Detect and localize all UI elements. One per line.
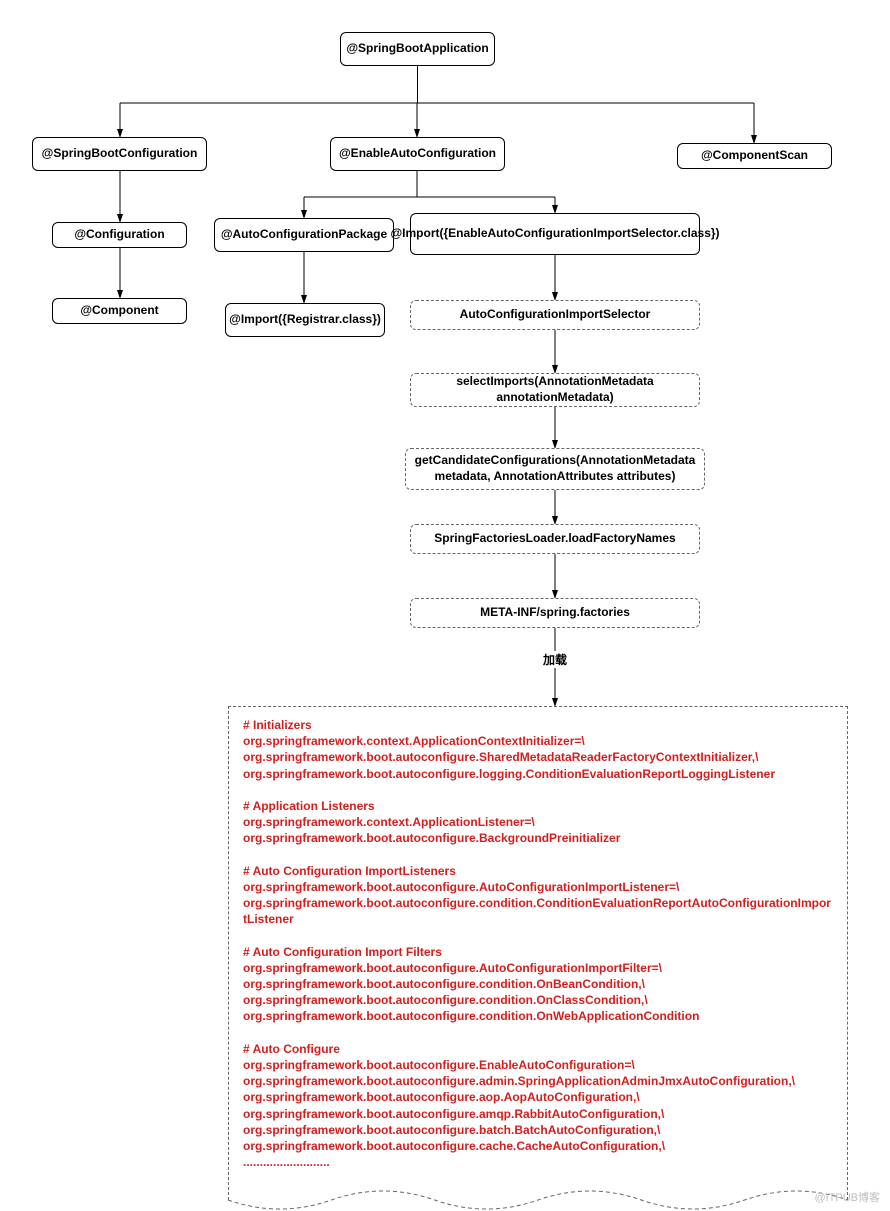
node-getcand: getCandidateConfigurations(AnnotationMet… xyxy=(405,448,705,490)
node-sbc: @SpringBootConfiguration xyxy=(32,137,207,171)
spring-factories-content: # Initializers org.springframework.conte… xyxy=(228,706,848,1200)
node-eac: @EnableAutoConfiguration xyxy=(330,137,505,171)
node-imp_reg: @Import({Registrar.class}) xyxy=(225,303,385,337)
node-acp: @AutoConfigurationPackage xyxy=(214,218,394,252)
node-acis: AutoConfigurationImportSelector xyxy=(410,300,700,330)
diagram-canvas: @SpringBootApplication @SpringBootConfigu… xyxy=(0,0,890,1211)
node-root: @SpringBootApplication xyxy=(340,32,495,66)
node-cs: @ComponentScan xyxy=(677,143,832,169)
node-meta: META-INF/spring.factories xyxy=(410,598,700,628)
node-comp: @Component xyxy=(52,298,187,324)
watermark-text: @ITPUB博客 xyxy=(814,1189,880,1205)
node-imp_sel: @Import({EnableAutoConfigurationImportSe… xyxy=(410,213,700,255)
node-sfl: SpringFactoriesLoader.loadFactoryNames xyxy=(410,524,700,554)
node-select: selectImports(AnnotationMetadata annotat… xyxy=(410,373,700,407)
edge-label-load: 加载 xyxy=(543,651,567,668)
node-cfg: @Configuration xyxy=(52,222,187,248)
